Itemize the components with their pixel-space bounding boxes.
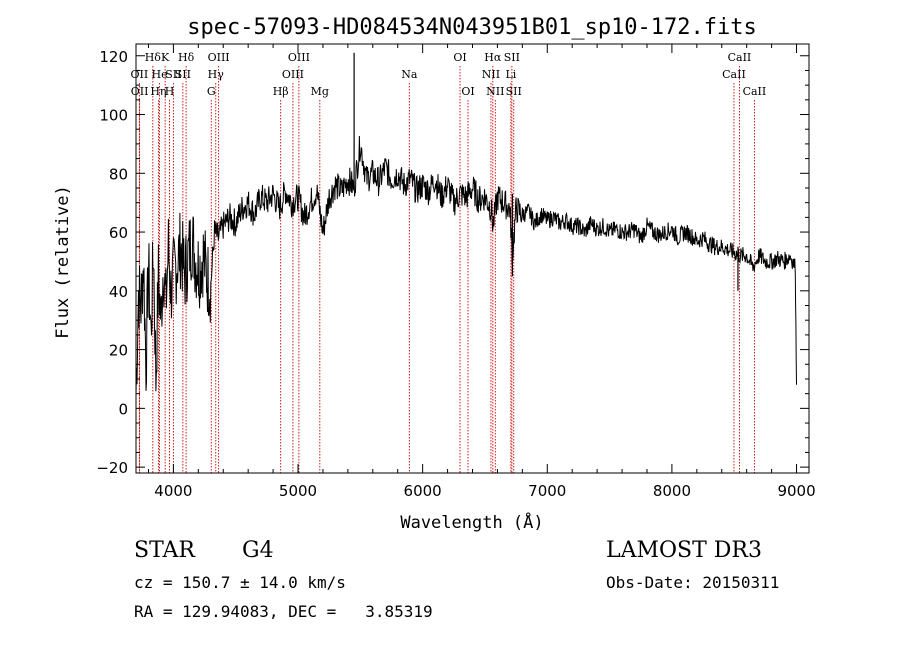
y-tick-label-7: 120 — [99, 48, 128, 66]
y-tick-label-1: 0 — [118, 400, 128, 418]
line-label-23: SII — [504, 51, 520, 64]
line-label-4: Hη — [150, 85, 166, 98]
x-tick-label-0: 4000 — [154, 482, 192, 500]
spectrum-line — [135, 135, 797, 395]
tick-labels-layer: 4000 5000 6000 7000 8000 9000 −20 0 20 40 60 80 100 1… — [96, 48, 815, 500]
line-label-1: OII — [131, 68, 149, 81]
y-tick-label-3: 40 — [109, 283, 128, 301]
coordinates-readout: RA = 129.94083, DEC = 3.85319 — [134, 602, 433, 621]
line-label-17: Na — [401, 68, 418, 81]
line-label-16: Mg — [311, 85, 329, 98]
line-label-2: OII — [131, 85, 149, 98]
y-tick-label-2: 20 — [109, 342, 128, 360]
x-tick-label-4: 8000 — [653, 482, 691, 500]
line-label-7: SII — [165, 68, 181, 81]
line-label-25: SII — [506, 85, 522, 98]
line-label-15: Hβ — [273, 85, 289, 98]
y-axis-label: Flux (relative) — [53, 185, 73, 339]
object-subclass: G4 — [242, 538, 274, 563]
x-tick-label-2: 6000 — [404, 482, 442, 500]
x-tick-label-1: 5000 — [279, 482, 317, 500]
x-tick-label-3: 7000 — [528, 482, 566, 500]
line-label-18: OI — [453, 51, 466, 64]
line-label-26: CaII — [728, 51, 752, 64]
survey-name: LAMOST DR3 — [606, 538, 762, 563]
plot-frame — [135, 43, 810, 474]
y-tick-label-4: 60 — [109, 224, 128, 242]
x-tick-label-5: 9000 — [777, 482, 815, 500]
line-label-6: H — [165, 85, 175, 98]
chart-title: spec-57093-HD084534N043951B01_sp10-172.f… — [187, 15, 757, 40]
spectral-lines-layer — [138, 66, 755, 473]
object-class: STAR — [134, 538, 195, 563]
y-tick-label-6: 100 — [99, 107, 128, 125]
line-label-10: OIII — [208, 51, 230, 64]
line-label-3: He — [152, 68, 168, 81]
line-label-22: NII — [486, 85, 504, 98]
line-label-20: Hα — [484, 51, 502, 64]
observation-date: Obs-Date: 20150311 — [606, 573, 780, 592]
line-label-9: SII — [175, 68, 191, 81]
axes-layer — [135, 43, 810, 474]
line-label-19: OI — [461, 85, 474, 98]
series-layer — [135, 52, 797, 395]
line-label-24: Li — [505, 68, 516, 81]
y-tick-label-0: −20 — [96, 459, 128, 477]
line-label-0: Hδ — [145, 51, 162, 64]
redshift-readout: cz = 150.7 ± 14.0 km/s — [134, 573, 346, 592]
line-label-14: OIII — [282, 68, 304, 81]
line-label-13: OIII — [288, 51, 310, 64]
line-label-5: K — [161, 51, 170, 64]
x-axis-label: Wavelength (Å) — [400, 511, 543, 533]
line-label-12: G — [207, 85, 216, 98]
line-label-28: CaII — [743, 85, 767, 98]
y-tick-label-5: 80 — [109, 165, 128, 183]
line-label-8: Hδ — [178, 51, 195, 64]
line-label-21: NII — [482, 68, 500, 81]
line-label-27: CaII — [722, 68, 746, 81]
line-label-11: Hγ — [208, 68, 225, 81]
